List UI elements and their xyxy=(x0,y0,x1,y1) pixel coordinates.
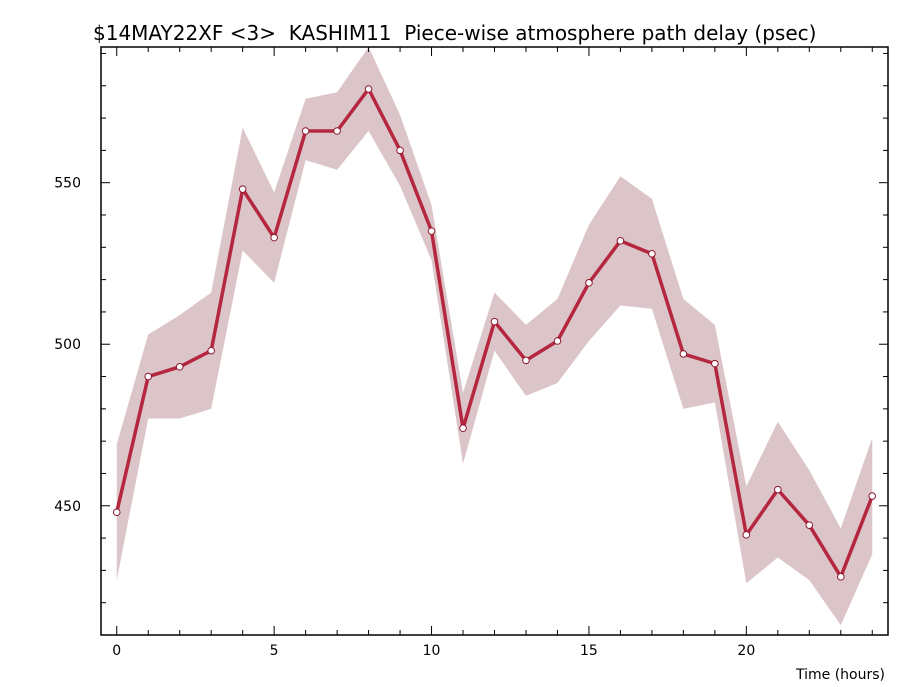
x-tick-label: 0 xyxy=(112,643,121,659)
data-point xyxy=(742,531,751,539)
data-point xyxy=(490,317,499,326)
marker-layer xyxy=(112,85,877,581)
data-point xyxy=(774,485,782,494)
data-point xyxy=(585,279,593,287)
data-point xyxy=(679,350,688,358)
data-point xyxy=(301,127,310,135)
y-tick-label: 550 xyxy=(54,176,81,192)
data-point xyxy=(616,237,625,245)
data-point xyxy=(112,508,121,517)
data-point xyxy=(459,424,467,433)
data-point xyxy=(836,573,845,581)
chart-title: $14MAY22XF <3> KASHIM11 Piece-wise atmos… xyxy=(93,21,816,45)
data-point xyxy=(207,346,215,355)
tick-layer: 0 5 10 15 20 450 500 550 xyxy=(54,47,888,659)
data-point xyxy=(364,85,373,93)
data-point xyxy=(396,146,404,155)
error-band-layer xyxy=(116,47,873,626)
x-tick-label: 15 xyxy=(580,643,598,659)
data-point xyxy=(711,359,719,368)
data-point xyxy=(427,227,436,235)
y-tick-label: 500 xyxy=(54,337,81,353)
data-point xyxy=(805,521,814,529)
data-point xyxy=(522,356,530,365)
data-point xyxy=(333,127,341,135)
data-point xyxy=(144,372,153,381)
data-point xyxy=(868,492,877,500)
x-tick-label: 10 xyxy=(423,643,441,659)
data-point xyxy=(270,233,278,242)
y-tick-label: 450 xyxy=(54,499,81,515)
data-point xyxy=(553,337,562,345)
error-band xyxy=(116,47,873,626)
data-point xyxy=(175,363,184,371)
data-point xyxy=(648,249,656,258)
x-tick-label: 5 xyxy=(270,643,279,659)
x-axis-label: Time (hours) xyxy=(795,667,885,683)
data-point xyxy=(238,185,247,193)
x-tick-label: 20 xyxy=(737,643,755,659)
